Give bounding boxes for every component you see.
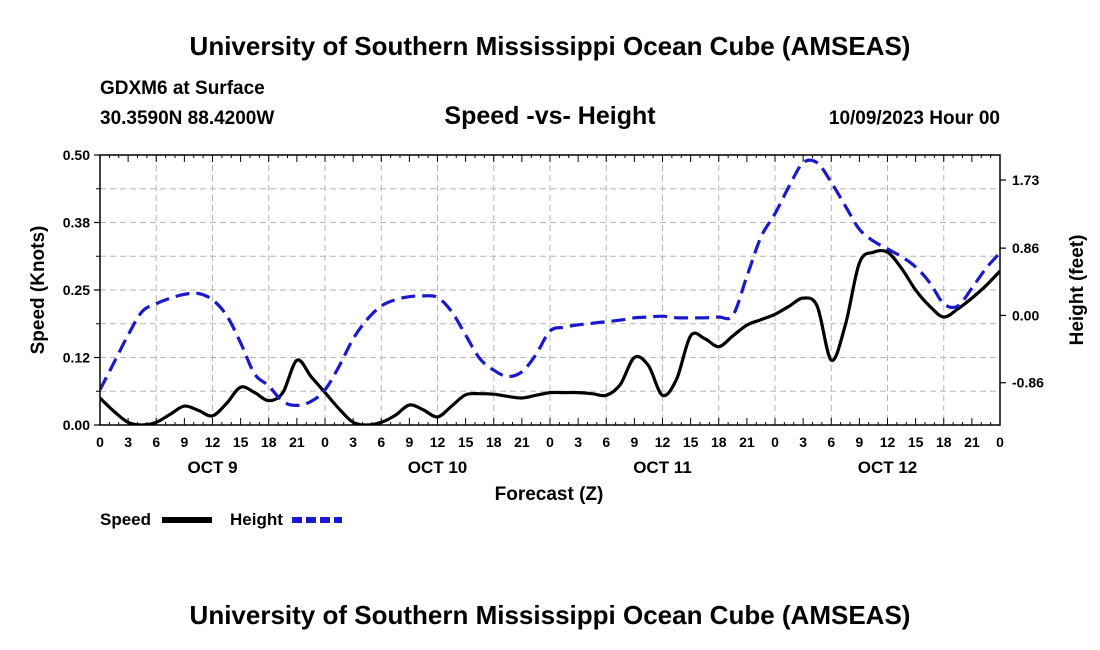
x-tick-label: 12 (205, 434, 221, 450)
x-tick-label: 0 (546, 434, 554, 450)
grid-lines (100, 155, 1000, 425)
x-tick-label: 15 (458, 434, 474, 450)
y-axis-right-label: Height (feet) (1067, 235, 1088, 346)
x-tick-label: 15 (233, 434, 249, 450)
x-tick-label: 6 (827, 434, 835, 450)
x-tick-label: 18 (486, 434, 502, 450)
chart-title: Speed -vs- Height (444, 102, 656, 130)
y-right-tick-label: 0.86 (1012, 240, 1039, 256)
station-label: GDXM6 at Surface (100, 78, 265, 99)
y-right-tick-label: -0.86 (1012, 375, 1044, 391)
x-axis-label: Forecast (Z) (495, 484, 604, 505)
y-left-tick-label: 0.00 (63, 417, 90, 433)
x-tick-label: 21 (289, 434, 305, 450)
page-title: University of Southern Mississippi Ocean… (190, 31, 911, 61)
x-tick-label: 12 (880, 434, 896, 450)
date-axis-label: OCT 11 (633, 458, 692, 477)
series-line-height (100, 158, 1000, 407)
y-right-tick-label: 1.73 (1012, 172, 1039, 188)
y-right-tick-label: 0.00 (1012, 307, 1039, 323)
date-axis-label: OCT 12 (858, 458, 918, 477)
x-tick-label: 6 (377, 434, 385, 450)
x-tick-label: 0 (996, 434, 1004, 450)
x-tick-label: 3 (124, 434, 132, 450)
coordinates-label: 30.3590N 88.4200W (100, 108, 274, 129)
x-tick-label: 3 (349, 434, 357, 450)
legend-label-height: Height (230, 510, 283, 529)
x-tick-label: 6 (152, 434, 160, 450)
y-left-tick-label: 0.12 (63, 350, 90, 366)
x-tick-label: 9 (405, 434, 413, 450)
y-left-tick-label: 0.50 (63, 147, 90, 163)
series-line-speed (100, 248, 1000, 425)
x-tick-label: 21 (739, 434, 755, 450)
x-tick-label: 15 (683, 434, 699, 450)
date-axis-label: OCT 9 (187, 458, 237, 477)
x-tick-label: 18 (936, 434, 952, 450)
axis-ticks: 0 3 6 9 12 15 18 21 0 3 6 9 12 15 18 21 0 3 6 9 12 15 18 21 0 3 6 9… (63, 147, 1044, 477)
x-tick-label: 9 (180, 434, 188, 450)
legend-label-speed: Speed (100, 510, 151, 529)
y-left-tick-label: 0.38 (63, 215, 90, 231)
x-tick-label: 12 (655, 434, 671, 450)
x-tick-label: 9 (630, 434, 638, 450)
footer-title: University of Southern Mississippi Ocean… (190, 600, 911, 630)
legend: Speed Height (100, 510, 342, 529)
x-tick-label: 12 (430, 434, 446, 450)
x-tick-label: 15 (908, 434, 924, 450)
x-tick-label: 9 (855, 434, 863, 450)
x-tick-label: 3 (799, 434, 807, 450)
x-tick-label: 18 (711, 434, 727, 450)
x-tick-label: 6 (602, 434, 610, 450)
x-tick-label: 0 (321, 434, 329, 450)
y-left-tick-label: 0.25 (63, 282, 90, 298)
x-tick-label: 21 (514, 434, 530, 450)
plot-frame (99, 154, 1001, 426)
series-lines (100, 158, 1000, 425)
x-tick-label: 18 (261, 434, 277, 450)
x-tick-label: 0 (771, 434, 779, 450)
date-label: 10/09/2023 Hour 00 (829, 108, 1000, 129)
date-axis-label: OCT 10 (408, 458, 468, 477)
x-tick-label: 0 (96, 434, 104, 450)
x-tick-label: 3 (574, 434, 582, 450)
y-axis-left-label: Speed (Knots) (28, 226, 49, 355)
x-tick-label: 21 (964, 434, 980, 450)
